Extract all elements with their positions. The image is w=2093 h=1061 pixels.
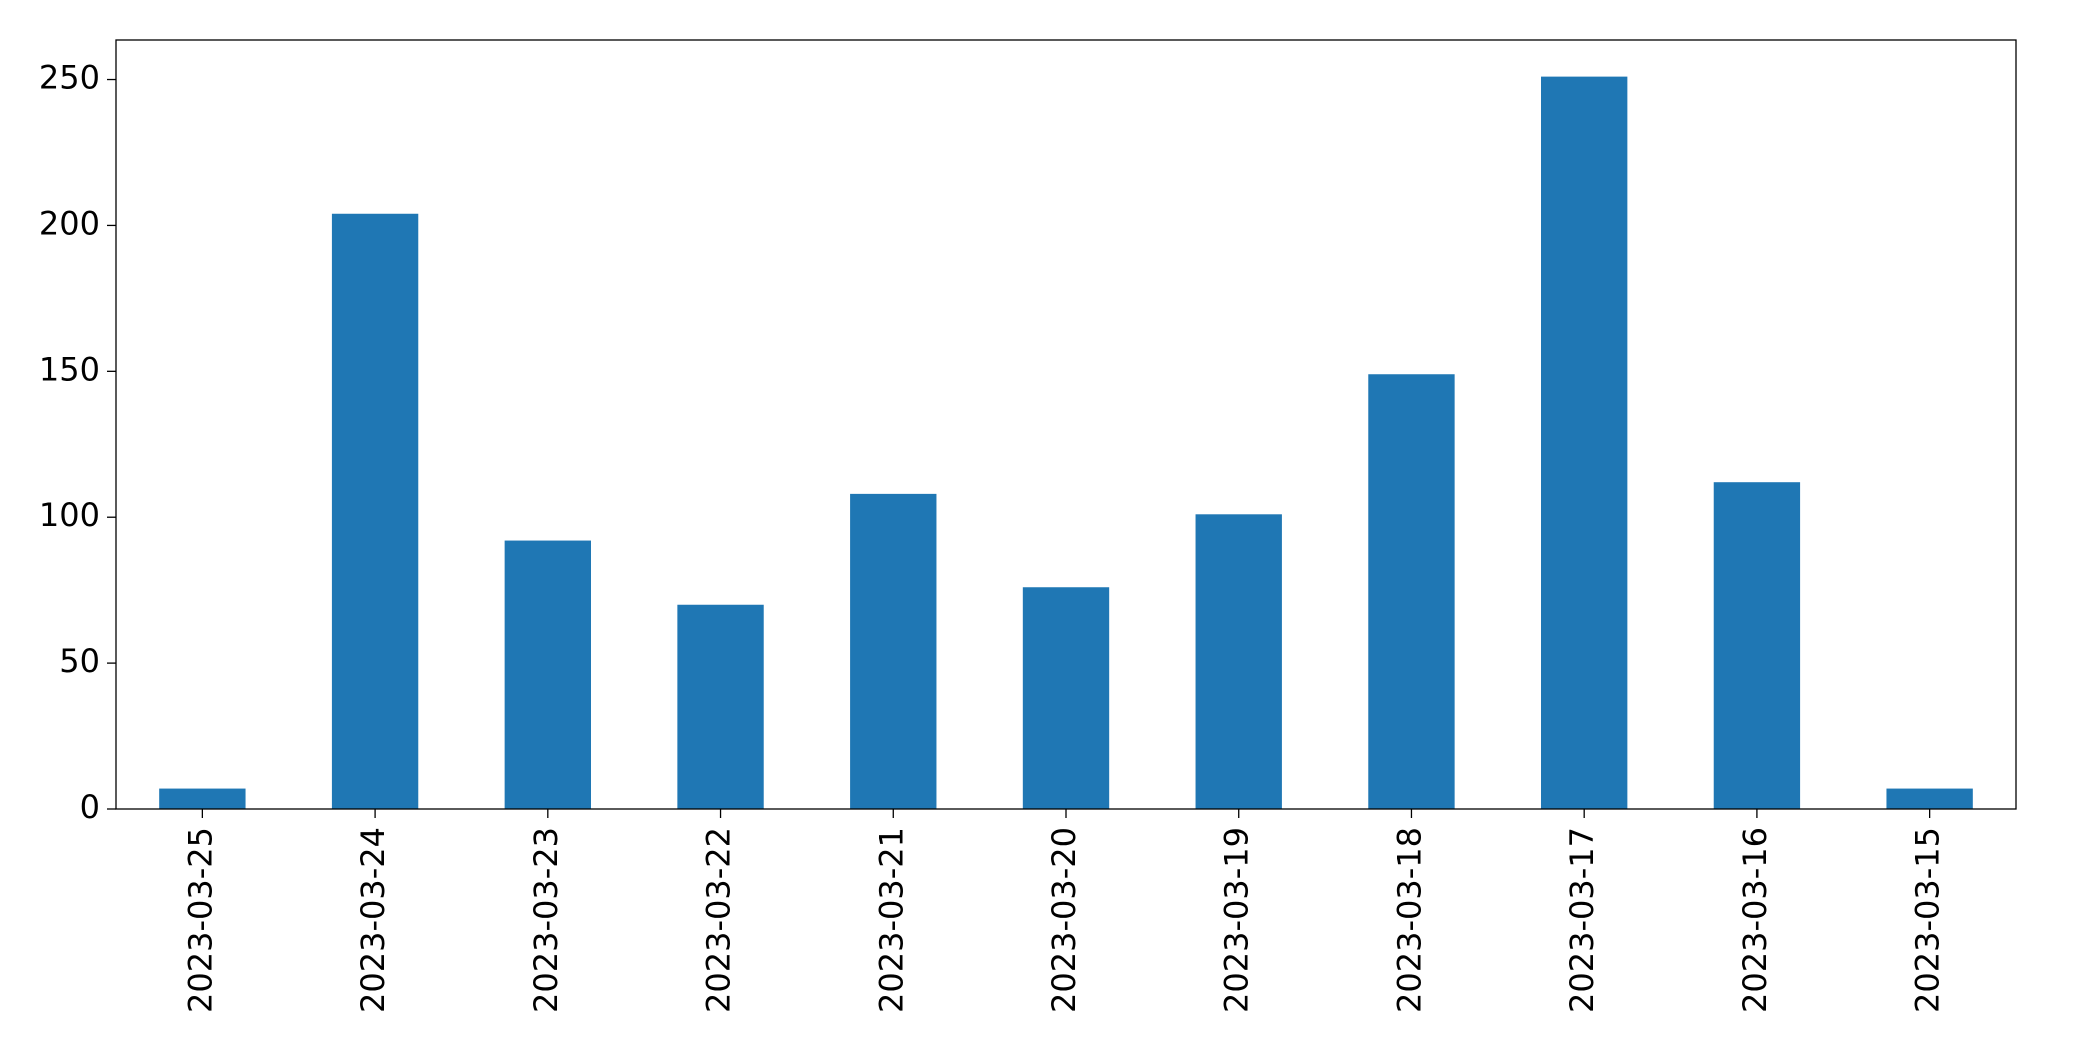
x-tick-label: 2023-03-20 xyxy=(1045,827,1083,1013)
bar xyxy=(331,213,419,809)
x-tick-label: 2023-03-17 xyxy=(1563,827,1601,1013)
axes-frame xyxy=(115,39,2017,810)
y-tick-label: 250 xyxy=(39,59,100,97)
bar xyxy=(1886,788,1973,809)
x-tick-label: 2023-03-19 xyxy=(1218,827,1256,1013)
y-tick-label: 50 xyxy=(59,642,100,680)
bar xyxy=(1368,374,1455,809)
bar xyxy=(159,788,246,809)
x-tick-label: 2023-03-18 xyxy=(1390,827,1428,1013)
x-tick-label: 2023-03-15 xyxy=(1909,827,1947,1013)
y-tick-label: 100 xyxy=(39,496,100,534)
bar xyxy=(1713,482,1801,809)
bar xyxy=(677,604,764,809)
y-tick-label: 200 xyxy=(39,204,100,242)
x-tick-label: 2023-03-21 xyxy=(872,827,910,1013)
x-tick-label: 2023-03-23 xyxy=(527,827,565,1013)
x-tick-label: 2023-03-16 xyxy=(1736,827,1774,1013)
bar xyxy=(504,540,591,809)
bar xyxy=(1195,514,1282,809)
x-tick-label: 2023-03-22 xyxy=(700,827,738,1013)
bar xyxy=(1541,76,1628,810)
x-tick-label: 2023-03-25 xyxy=(181,827,219,1013)
y-tick-label: 0 xyxy=(80,788,100,826)
x-tick-label: 2023-03-24 xyxy=(354,827,392,1013)
bar xyxy=(1022,587,1110,809)
bar xyxy=(850,493,937,809)
y-tick-label: 150 xyxy=(39,350,100,388)
